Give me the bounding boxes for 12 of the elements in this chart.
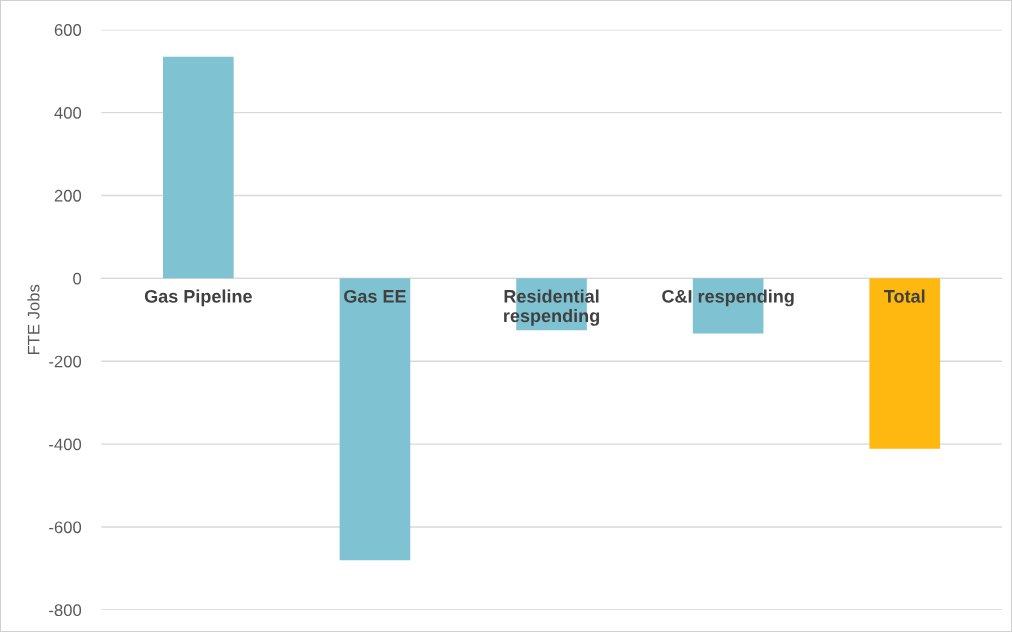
x-tick-label: Total — [884, 289, 925, 303]
x-tick-label: Gas Pipeline — [144, 289, 252, 307]
y-axis-title: FTE Jobs — [27, 284, 40, 355]
y-tick-label: -400 — [49, 438, 82, 451]
y-tick-label: 200 — [54, 189, 82, 202]
x-tick-label: Gas EE — [344, 289, 406, 303]
y-tick-label: 600 — [54, 24, 82, 36]
y-tick-label: 400 — [54, 106, 82, 119]
y-tick-label: 0 — [73, 272, 82, 285]
y-tick-label: -600 — [49, 521, 82, 534]
y-tick-label: -800 — [49, 604, 82, 617]
y-tick-label: -200 — [49, 355, 82, 368]
